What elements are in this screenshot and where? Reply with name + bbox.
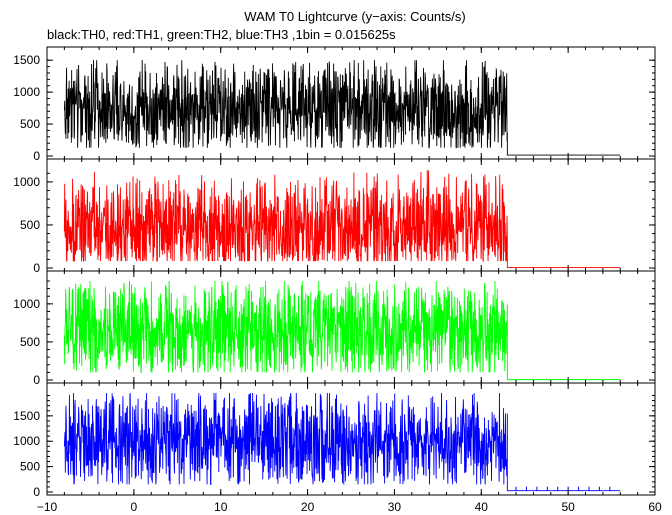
series-line-th3 [63, 392, 621, 492]
y-tick-label: 500 [20, 117, 40, 131]
x-tick-label: 10 [214, 500, 228, 514]
panel-th3: 0 500 1000 1500 [13, 382, 656, 499]
panel-th2: 0 500 1000 [13, 270, 656, 387]
y-tick-label: 1000 [13, 434, 40, 448]
y-tick-label: 0 [33, 373, 40, 387]
y-tick-label: 1000 [13, 85, 40, 99]
x-tick-label: 20 [301, 500, 315, 514]
y-tick-label: 1500 [13, 409, 40, 423]
x-tick-label: 60 [648, 500, 662, 514]
x-tick-label: 0 [131, 500, 138, 514]
y-tick-label: 0 [33, 149, 40, 163]
series-line-th1 [63, 170, 621, 269]
series-line-th0 [63, 60, 621, 156]
panel-frame [46, 382, 656, 496]
y-tick-label: 0 [33, 485, 40, 499]
series-line-th2 [63, 280, 621, 381]
y-tick-label: 500 [20, 335, 40, 349]
panel-th1: 0 500 1000 [13, 158, 656, 275]
y-tick-label: 1500 [13, 53, 40, 67]
x-tick-label: 40 [475, 500, 489, 514]
x-tick-label: 30 [388, 500, 402, 514]
chart-title: WAM T0 Lightcurve (y−axis: Counts/s) [244, 9, 465, 24]
panels: 0500100015000500100005001000050010001500… [13, 46, 662, 514]
panel-th0: 0 500 1000 1500 [13, 46, 656, 163]
x-tick-label: −10 [37, 500, 58, 514]
y-tick-label: 1000 [13, 175, 40, 189]
y-tick-label: 0 [33, 261, 40, 275]
x-tick-label: 50 [561, 500, 575, 514]
y-tick-label: 500 [20, 460, 40, 474]
chart-subtitle: black:TH0, red:TH1, green:TH2, blue:TH3 … [47, 27, 396, 42]
y-tick-label: 1000 [13, 297, 40, 311]
y-tick-label: 500 [20, 218, 40, 232]
